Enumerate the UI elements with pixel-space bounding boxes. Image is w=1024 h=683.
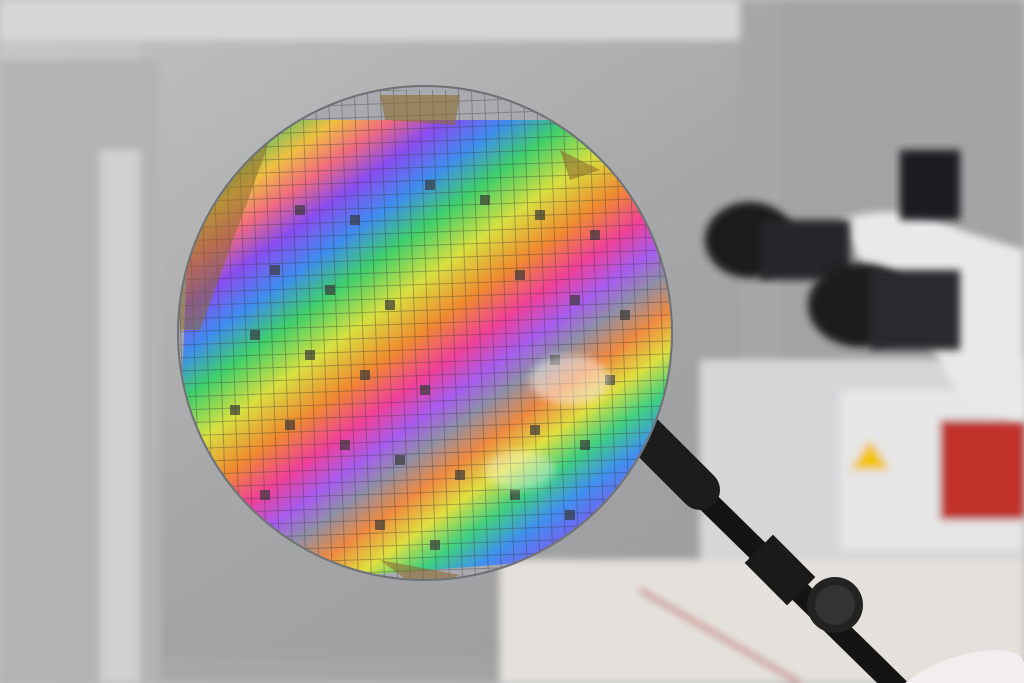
gloved-hand bbox=[905, 650, 1024, 683]
tweezer-handle bbox=[620, 410, 909, 683]
microscope bbox=[705, 150, 1024, 420]
silicon-wafer bbox=[177, 85, 673, 581]
